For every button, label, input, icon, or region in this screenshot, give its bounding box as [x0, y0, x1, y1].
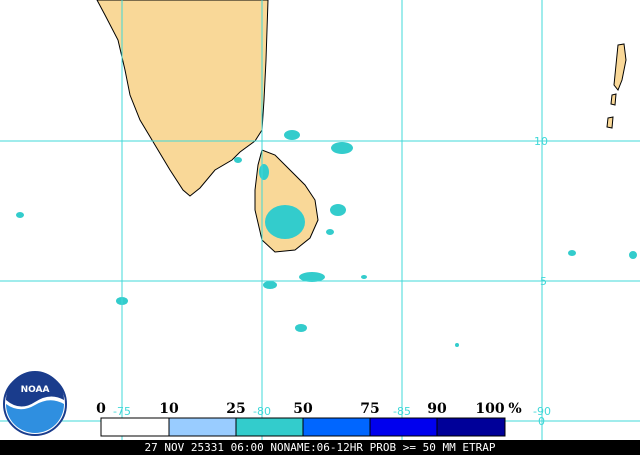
legend-label: 90	[427, 401, 447, 417]
legend-label: 25	[226, 401, 245, 417]
lon-label: -80	[253, 405, 271, 418]
lat-label: 10	[534, 135, 548, 148]
lon-label: -90	[533, 405, 551, 418]
india-land	[96, 0, 269, 197]
lon-label: -75	[113, 405, 131, 418]
footer-text: 27 NOV 25331 06:00 NONAME:06-12HR PROB >…	[145, 441, 496, 454]
legend-label: 0	[96, 401, 106, 417]
lat-label: 5	[540, 275, 547, 288]
legend-unit: %	[508, 401, 521, 417]
lat-label: 0	[538, 415, 545, 428]
legend-label: 50	[293, 401, 313, 417]
logo-text: NOAA	[21, 385, 50, 395]
footer-bar	[0, 440, 640, 455]
legend-label: 10	[159, 401, 179, 417]
color-bar	[100, 417, 506, 437]
legend-label: 100	[475, 401, 504, 417]
noaa-logo: NOAA	[3, 371, 67, 436]
rain-areas	[16, 130, 637, 347]
islands	[606, 43, 627, 129]
legend-label: 75	[360, 401, 379, 417]
lon-label: -85	[393, 405, 411, 418]
